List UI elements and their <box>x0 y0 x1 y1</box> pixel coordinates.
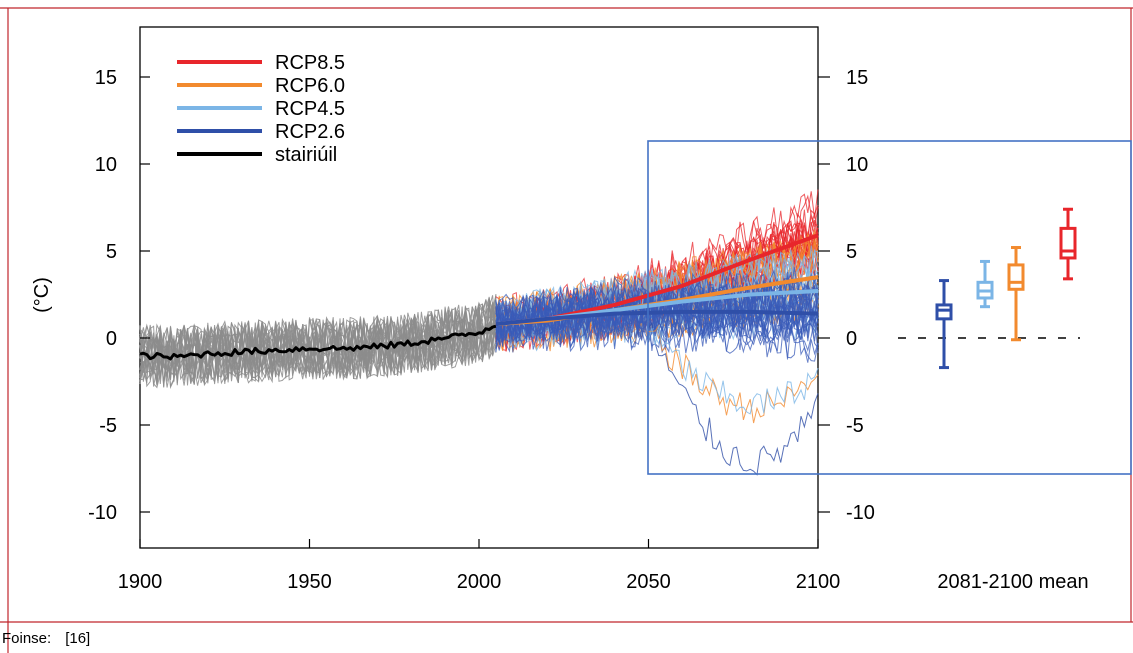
y-tick-label: 0 <box>106 328 117 350</box>
right-y-tick-label: -10 <box>846 502 875 524</box>
y-tick-label: 15 <box>95 67 117 89</box>
projection-ensemble-member <box>495 296 819 344</box>
projection-ensemble-member <box>495 286 819 341</box>
projection-ensemble-outlier <box>648 324 819 424</box>
legend-label: stairiúil <box>275 144 337 166</box>
left-y-axis: 15 10 5 0 -5 -10 <box>88 67 150 524</box>
y-tick-label: 10 <box>95 154 117 176</box>
right-y-tick-label: 15 <box>846 67 868 89</box>
right-y-tick-label: 10 <box>846 154 868 176</box>
highlight-box <box>647 140 1132 475</box>
x-tick-label: 2050 <box>626 571 671 593</box>
x-tick-label: 2000 <box>457 571 502 593</box>
right-y-tick-label: -5 <box>846 415 864 437</box>
y-axis-label: (°C) <box>31 277 53 313</box>
y-tick-label: -5 <box>99 415 117 437</box>
projection-ensemble-outlier <box>648 321 819 476</box>
source-note: Foinse: [16] <box>2 630 104 647</box>
boxplot-axis-label: 2081-2100 mean <box>937 571 1088 593</box>
right-y-tick-label: 5 <box>846 241 857 263</box>
series-line-stairi-il <box>139 324 497 361</box>
source-label: Foinse: <box>2 630 52 647</box>
right-y-tick-label: 0 <box>846 328 857 350</box>
boxplot-box <box>1007 263 1025 291</box>
historical-ensemble-member <box>139 302 497 386</box>
legend-label: RCP2.6 <box>275 121 345 143</box>
boxplot-panel <box>898 207 1080 370</box>
x-tick-label: 1950 <box>287 571 332 593</box>
legend-label: RCP6.0 <box>275 75 345 97</box>
x-tick-label: 1900 <box>118 571 163 593</box>
x-tick-label: 2100 <box>796 571 841 593</box>
projection-ensemble-outlier <box>648 325 819 415</box>
x-axis: 1900 1950 2000 2050 2100 <box>118 539 841 593</box>
boxplot-box <box>1059 226 1077 260</box>
boxplot-box <box>935 303 953 321</box>
source-ref: [16] <box>65 630 91 647</box>
legend-label: RCP8.5 <box>275 52 345 74</box>
y-tick-label: -10 <box>88 502 117 524</box>
y-tick-label: 5 <box>106 241 117 263</box>
right-y-axis: 15 10 5 0 -5 -10 <box>818 67 875 524</box>
legend-label: RCP4.5 <box>275 98 345 120</box>
projection-ensemble-member <box>495 248 819 337</box>
